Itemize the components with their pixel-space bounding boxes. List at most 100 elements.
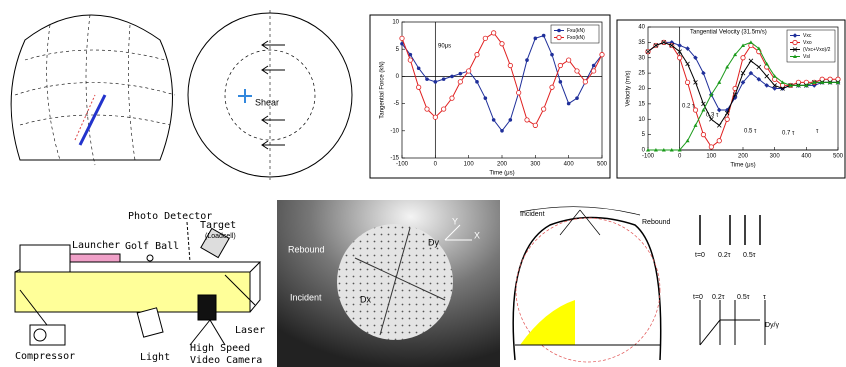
marker-shape <box>669 148 674 152</box>
marker-shape <box>725 64 730 69</box>
data-point <box>557 28 561 33</box>
marker-shape <box>408 52 413 57</box>
marker-shape <box>788 83 793 87</box>
sphere-diagram <box>10 14 176 166</box>
data-point <box>793 54 797 58</box>
data-point <box>499 41 505 47</box>
data-point <box>533 36 538 41</box>
marker-shape <box>764 83 770 88</box>
data-point <box>756 64 762 70</box>
data-point <box>717 80 722 84</box>
data-point <box>788 83 793 87</box>
data-point <box>574 68 580 74</box>
marker-shape <box>709 116 714 122</box>
marker-shape <box>764 73 770 79</box>
data-point <box>677 49 682 54</box>
marker-shape <box>653 43 659 48</box>
data-point <box>724 116 730 122</box>
x-tick-label: -100 <box>396 162 409 168</box>
marker-shape <box>475 80 479 84</box>
marker-shape <box>733 52 738 57</box>
data-point <box>524 117 530 123</box>
data-point <box>541 33 546 38</box>
contact-label: Rebound <box>642 219 671 226</box>
legend-label: Vxc <box>803 33 812 39</box>
marker-shape <box>533 36 538 41</box>
marker-shape <box>677 43 682 48</box>
marker-shape <box>516 90 522 96</box>
x-tick-label: -100 <box>642 154 655 160</box>
data-point <box>450 74 454 79</box>
data-point <box>748 58 754 64</box>
photo-label: Rebound <box>288 244 325 254</box>
data-point <box>677 148 682 152</box>
data-point <box>500 129 504 133</box>
data-point <box>792 47 798 52</box>
marker-shape <box>685 138 690 143</box>
data-point <box>645 49 651 54</box>
marker-shape <box>591 63 596 68</box>
marker-shape <box>828 80 833 84</box>
data-point <box>491 30 497 36</box>
marker-shape <box>432 114 438 120</box>
marker-shape <box>491 30 497 36</box>
x-tick-label: 200 <box>497 162 508 168</box>
marker-shape <box>416 66 421 71</box>
marker-shape <box>557 28 561 33</box>
data-point <box>475 80 479 84</box>
data-point <box>566 101 571 106</box>
x-tick-label: 500 <box>833 154 844 160</box>
data-point <box>677 43 682 48</box>
marker-shape <box>764 61 769 66</box>
marker-shape <box>646 148 650 152</box>
marker-shape <box>740 80 746 85</box>
data-point <box>474 52 480 58</box>
data-point <box>792 33 798 38</box>
marker-shape <box>558 80 563 84</box>
data-point <box>811 83 817 88</box>
data-point <box>516 90 522 96</box>
data-point <box>724 110 730 116</box>
marker-shape <box>812 80 817 84</box>
data-point <box>812 80 817 84</box>
photo-label: X <box>474 230 480 240</box>
marker-shape <box>400 41 404 46</box>
data-point <box>772 74 777 78</box>
y-tick-label: 20 <box>638 86 645 92</box>
data-point <box>441 106 447 112</box>
marker-shape <box>541 33 546 38</box>
data-point <box>741 43 745 47</box>
marker-shape <box>741 43 745 47</box>
marker-shape <box>474 52 480 58</box>
x-tick-label: 100 <box>706 154 717 160</box>
x-tick-label: 0 <box>434 162 438 168</box>
photo-label: Dx <box>360 294 371 304</box>
y-tick-label: 40 <box>638 25 645 31</box>
y-tick-label: 10 <box>638 117 645 123</box>
shear-label: Shear <box>255 97 279 107</box>
y-tick-label: 5 <box>396 47 400 53</box>
data-point <box>725 64 730 69</box>
marker-shape <box>724 110 730 116</box>
y-tick-label: -10 <box>390 128 399 134</box>
data-point <box>416 66 421 71</box>
marker-shape <box>820 80 825 84</box>
x-tick-label: 300 <box>770 154 781 160</box>
contact-label: 0.5τ <box>743 252 756 259</box>
marker-shape <box>508 118 513 122</box>
marker-shape <box>524 117 530 123</box>
marker-shape <box>669 40 675 45</box>
marker-shape <box>532 122 538 128</box>
data-point <box>532 122 538 128</box>
annotation: 0.2 τ <box>682 104 695 110</box>
marker-shape <box>482 35 488 41</box>
marker-shape <box>756 64 762 70</box>
marker-shape <box>491 118 496 122</box>
marker-shape <box>661 148 666 152</box>
annotation: τ <box>816 129 819 135</box>
data-point <box>740 70 746 76</box>
marker-shape <box>424 106 430 112</box>
marker-shape <box>709 92 714 97</box>
marker-shape <box>685 61 690 67</box>
